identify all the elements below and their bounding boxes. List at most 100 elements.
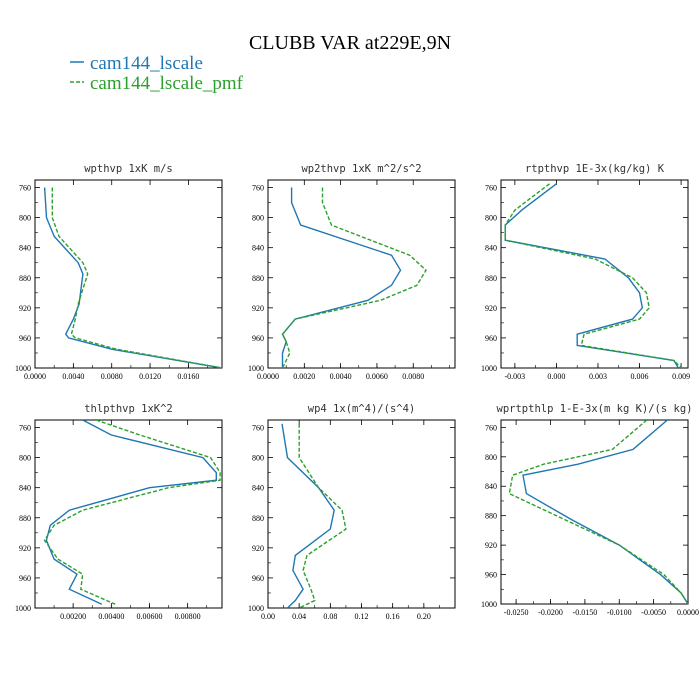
x-tick-label: -0.0050: [641, 608, 666, 617]
y-tick-label: 1000: [15, 364, 31, 373]
panel-4: thlpthvp 1xK^2 760 800 840 880 920 960 1000 0.00…: [15, 403, 223, 621]
x-tick-label: 0.04: [292, 612, 306, 621]
figure-title: CLUBB VAR at229E,9N: [249, 32, 451, 54]
y-tick-label: 880: [19, 514, 31, 523]
x-tick-label: 0.0000: [677, 608, 699, 617]
y-tick-label: 960: [252, 574, 264, 583]
panel-title: wprtpthlp 1-E-3x(m kg K)/(s kg): [497, 403, 693, 415]
y-tick-label: 880: [485, 274, 497, 283]
panel-title: rtpthvp 1E-3x(kg/kg) K: [525, 163, 665, 175]
x-tick-label: 0.00: [261, 612, 275, 621]
panel-title: wp2thvp 1xK m^2/s^2: [301, 163, 421, 175]
y-tick-label: 760: [19, 184, 31, 193]
x-tick-label: 0.003: [589, 372, 607, 381]
y-tick-label: 800: [485, 214, 497, 223]
y-tick-label: 760: [252, 424, 264, 433]
y-tick-label: 1000: [481, 600, 497, 609]
x-tick-label: -0.003: [505, 372, 526, 381]
x-tick-label: 0.12: [355, 612, 369, 621]
y-tick-label: 1000: [481, 364, 497, 373]
plot-frame: [500, 179, 689, 369]
plot-frame: [34, 419, 223, 609]
series-line-cam144-lscale-pmf: [504, 183, 682, 368]
y-tick-label: 920: [252, 304, 264, 313]
y-tick-label: 760: [485, 184, 497, 193]
x-tick-label: -0.0250: [504, 608, 529, 617]
x-tick-label: -0.0200: [538, 608, 563, 617]
series-line-cam144-lscale: [522, 420, 688, 604]
panel-title: wpthvp 1xK m/s: [84, 163, 173, 175]
x-tick-label: 0.0080: [101, 372, 123, 381]
y-tick-label: 800: [485, 453, 497, 462]
y-tick-label: 920: [485, 304, 497, 313]
series-line-cam144-lscale-pmf: [43, 420, 221, 605]
x-tick-label: 0.009: [672, 372, 690, 381]
y-tick-label: 1000: [248, 604, 264, 613]
x-tick-label: 0.000: [547, 372, 565, 381]
panel-title: thlpthvp 1xK^2: [84, 403, 173, 415]
y-tick-label: 800: [19, 454, 31, 463]
y-tick-label: 920: [252, 544, 264, 553]
series-line-cam144-lscale: [281, 187, 402, 368]
y-tick-label: 1000: [15, 604, 31, 613]
x-tick-label: 0.00400: [98, 612, 124, 621]
plot-frame: [500, 419, 689, 605]
y-tick-label: 840: [485, 244, 497, 253]
y-tick-label: 840: [485, 482, 497, 491]
x-tick-label: 0.0000: [257, 372, 279, 381]
y-tick-label: 920: [19, 304, 31, 313]
series-line-cam144-lscale-pmf: [298, 423, 347, 608]
y-tick-label: 880: [252, 274, 264, 283]
series-line-cam144-lscale: [43, 187, 222, 368]
panel-6: wprtpthlp 1-E-3x(m kg K)/(s kg)760 800 840…: [481, 403, 699, 617]
x-tick-label: 0.08: [323, 612, 337, 621]
y-tick-label: 880: [252, 514, 264, 523]
y-tick-label: 840: [19, 484, 31, 493]
x-tick-label: 0.006: [631, 372, 649, 381]
y-tick-label: 1000: [248, 364, 264, 373]
panel-title: wp4 1x(m^4)/(s^4): [308, 403, 415, 415]
panel-1: wpthvp 1xK m/s 760 800 840 880 920 960 1000 0.00…: [15, 163, 223, 381]
legend: cam144_lscale cam144_lscale_pmf: [70, 53, 244, 94]
y-tick-label: 800: [252, 214, 264, 223]
y-tick-label: 920: [19, 544, 31, 553]
y-tick-label: 800: [19, 214, 31, 223]
legend-label-cam144-lscale-pmf: cam144_lscale_pmf: [90, 73, 244, 94]
x-tick-label: 0.00800: [175, 612, 201, 621]
x-tick-label: 0.0120: [139, 372, 161, 381]
y-tick-label: 760: [252, 184, 264, 193]
y-tick-label: 840: [19, 244, 31, 253]
plot-frame: [267, 419, 456, 609]
series-line-cam144-lscale: [45, 420, 218, 605]
x-tick-label: 0.0040: [62, 372, 84, 381]
panel-5: wp4 1x(m^4)/(s^4)76080084088092096010000…: [248, 403, 456, 621]
y-tick-label: 760: [19, 424, 31, 433]
y-tick-label: 960: [252, 334, 264, 343]
y-tick-label: 920: [485, 541, 497, 550]
legend-label-cam144-lscale: cam144_lscale: [90, 53, 203, 74]
x-tick-label: 0.0080: [402, 372, 424, 381]
series-line-cam144-lscale: [281, 423, 335, 608]
x-tick-label: 0.0040: [330, 372, 352, 381]
x-tick-label: 0.20: [417, 612, 431, 621]
series-line-cam144-lscale-pmf: [51, 187, 222, 368]
panel-3: rtpthvp 1E-3x(kg/kg) K 760 800 840 880 920 960…: [481, 163, 690, 381]
y-tick-label: 880: [485, 512, 497, 521]
y-tick-label: 960: [19, 334, 31, 343]
x-tick-label: -0.0100: [607, 608, 632, 617]
y-tick-label: 960: [485, 571, 497, 580]
panel-2: wp2thvp 1xK m^2/s^2 760 800 840 880 920 960 100…: [248, 163, 456, 381]
y-tick-label: 960: [19, 574, 31, 583]
series-line-cam144-lscale-pmf: [281, 187, 427, 368]
x-tick-label: 0.16: [386, 612, 400, 621]
plot-frame: [267, 179, 456, 369]
x-tick-label: 0.0020: [293, 372, 315, 381]
series-line-cam144-lscale: [504, 183, 679, 368]
plot-frame: [34, 179, 223, 369]
y-tick-label: 880: [19, 274, 31, 283]
y-tick-label: 800: [252, 454, 264, 463]
y-tick-label: 840: [252, 244, 264, 253]
series-line-cam144-lscale-pmf: [508, 420, 688, 604]
x-tick-label: -0.0150: [573, 608, 598, 617]
